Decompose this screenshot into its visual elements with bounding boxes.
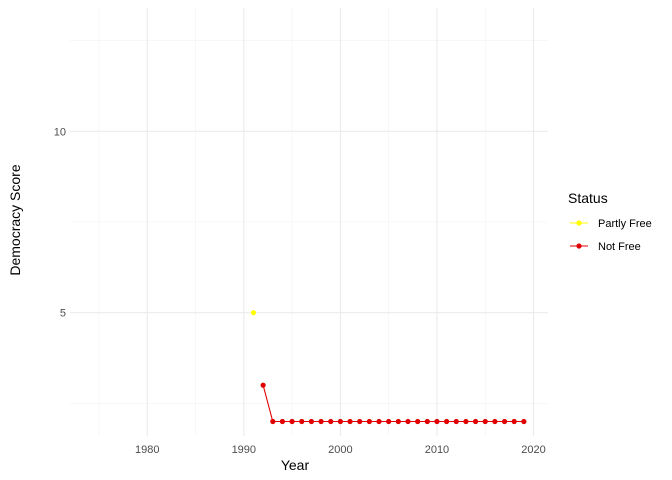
data-point: [328, 418, 334, 425]
series-line: [262, 385, 524, 423]
x-tick-labels: 1980 1990 2000 2010 2020: [135, 444, 546, 456]
data-point: [270, 418, 276, 425]
y-tick-labels: 5 10: [54, 126, 66, 319]
legend-entry: Not Free: [570, 241, 641, 253]
legend-entries: Partly Free Not Free: [570, 218, 652, 253]
data-point: [395, 418, 401, 425]
data-point: [289, 418, 295, 425]
data-point: [357, 418, 363, 425]
data-point: [444, 418, 450, 425]
legend-key-point: [576, 220, 582, 226]
series-layer: [250, 310, 527, 425]
legend-key-point: [576, 243, 582, 249]
data-point: [501, 418, 508, 425]
grid: [70, 8, 548, 436]
data-point: [318, 418, 324, 425]
data-point: [260, 382, 266, 388]
data-point: [521, 418, 527, 425]
data-point: [299, 418, 305, 425]
y-axis-title: Democracy Score: [7, 164, 23, 275]
data-point: [366, 418, 372, 425]
data-point: [415, 418, 421, 425]
data-point: [482, 418, 488, 425]
data-point: [453, 418, 459, 425]
data-point: [250, 310, 257, 316]
x-tick-label: 2000: [328, 444, 352, 456]
y-tick-label: 10: [54, 126, 66, 138]
x-tick-label: 2020: [521, 444, 545, 456]
legend-title: Status: [568, 190, 608, 206]
data-point: [308, 418, 315, 425]
legend-label: Not Free: [598, 241, 641, 253]
x-tick-label: 2010: [425, 444, 449, 456]
data-point: [337, 418, 343, 425]
data-point: [492, 418, 498, 425]
data-point: [386, 418, 392, 425]
data-point: [424, 418, 430, 425]
data-point: [434, 418, 440, 425]
series-0: [250, 310, 257, 316]
legend: Status Partly Free Not Free: [568, 190, 652, 253]
data-point: [463, 418, 469, 425]
data-point: [376, 418, 382, 425]
data-point: [511, 418, 517, 425]
x-tick-label: 1990: [232, 444, 256, 456]
legend-label: Partly Free: [598, 218, 652, 230]
x-tick-label: 1980: [135, 444, 159, 456]
series-1: [260, 382, 527, 425]
data-point: [405, 418, 411, 425]
legend-entry: Partly Free: [570, 218, 652, 230]
x-axis-title: Year: [281, 457, 310, 473]
data-point: [472, 418, 479, 425]
data-point: [347, 418, 353, 425]
data-point: [279, 418, 286, 425]
y-tick-label: 5: [60, 308, 66, 320]
